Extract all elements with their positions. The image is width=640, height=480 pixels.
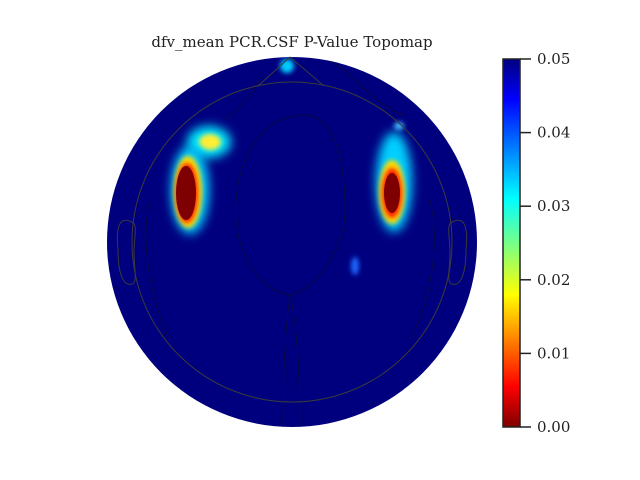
topomap-field	[145, 59, 435, 427]
colorbar-tick-label: 0.01	[537, 344, 570, 362]
left-frontotemporal-cluster	[171, 126, 231, 234]
left-ear	[116, 219, 136, 285]
colorbar-tick-label: 0.05	[537, 50, 570, 68]
chart-title: dfv_mean PCR.CSF P-Value Topomap	[151, 33, 433, 51]
contour-lines	[145, 59, 435, 427]
colorbar-gradient	[502, 58, 521, 428]
colorbar-tick-label: 0.00	[537, 418, 570, 436]
right-ear	[448, 219, 468, 285]
colorbar-tick-label: 0.02	[537, 271, 570, 289]
colorbar-ticks: 0.00 0.01 0.02 0.03 0.04 0.05	[520, 50, 570, 436]
head-outline	[116, 56, 468, 403]
right-parietal-spot	[351, 257, 359, 275]
topomap-background	[107, 57, 477, 427]
colorbar-tick-label: 0.03	[537, 197, 570, 215]
colorbar-tick-label: 0.04	[537, 124, 570, 142]
colorbar: 0.00 0.01 0.02 0.03 0.04 0.05	[502, 50, 570, 436]
nasion-spot	[280, 59, 294, 73]
right-frontotemporal-cluster	[376, 122, 412, 232]
